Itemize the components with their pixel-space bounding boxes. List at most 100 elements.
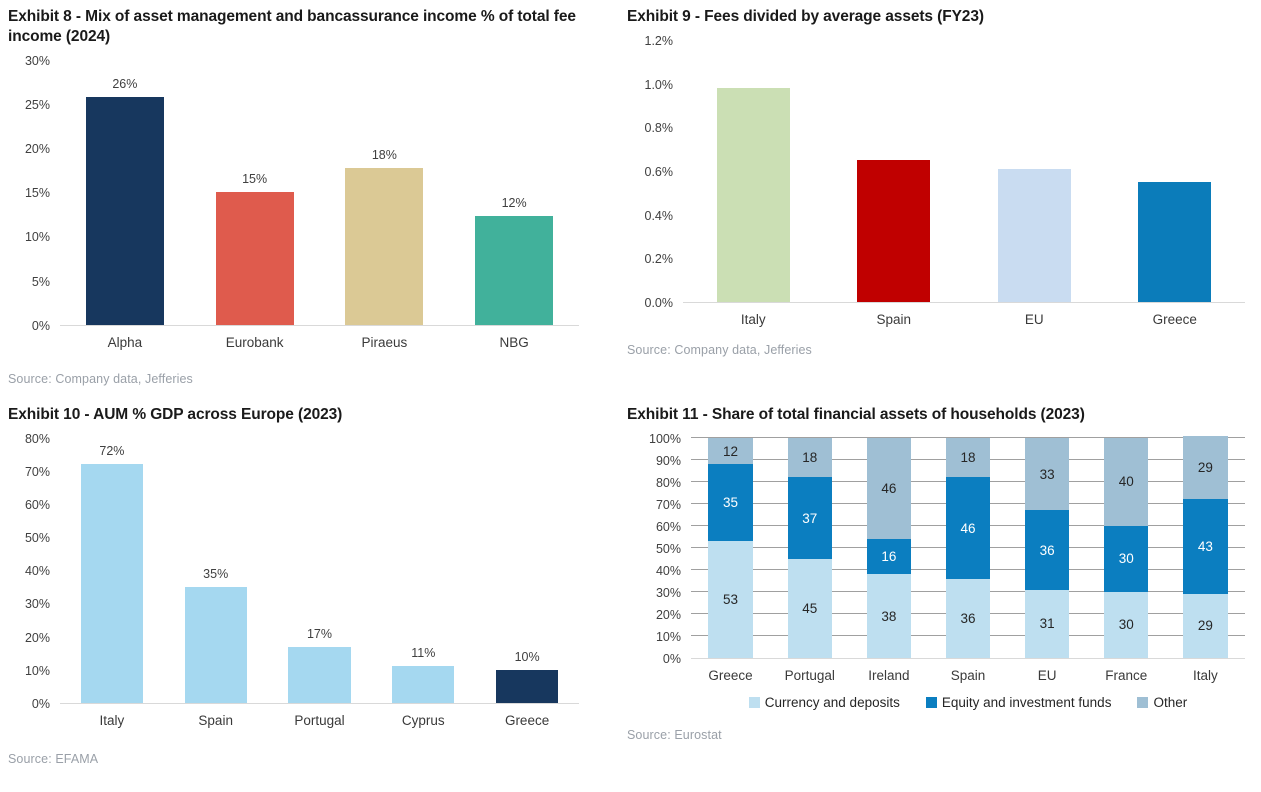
bar-value-label: 35% <box>203 566 229 581</box>
bar-segment: 53 <box>708 541 753 658</box>
x-axis-labels: Greece Portugal Ireland Spain EU France Italy <box>691 668 1245 683</box>
y-tick-label: 10% <box>655 629 681 644</box>
bar-segment: 36 <box>945 578 991 658</box>
y-tick-label: 80% <box>655 475 681 490</box>
x-axis-label: Spain <box>876 311 912 327</box>
plot-area <box>683 41 1245 303</box>
x-axis-label: Italy <box>99 712 125 728</box>
x-axis-labels: Alpha Eurobank Piraeus NBG <box>60 335 579 350</box>
plot-area: 26% 15% 18% 12% <box>60 61 579 326</box>
y-tick-label: 0% <box>31 696 50 711</box>
panel-exhibit-8: Exhibit 8 - Mix of asset management and … <box>8 4 619 402</box>
y-tick-label: 70% <box>24 464 50 479</box>
bar <box>80 464 144 703</box>
x-axis-label: Greece <box>504 712 550 728</box>
bar-slot <box>964 41 1105 302</box>
y-tick-label: 0.6% <box>644 164 674 179</box>
plot-column: 53 35 12 45 37 18 38 16 46 36 46 18 31 36 33 30 30 40 29 43… <box>691 435 1245 710</box>
bar <box>215 192 294 325</box>
gridline <box>691 436 1245 438</box>
y-tick-label: 20% <box>24 142 50 156</box>
y-tick-label: 20% <box>655 607 681 622</box>
bar-segment: 38 <box>866 574 911 658</box>
y-tick-label: 1.2% <box>644 33 674 48</box>
bar-value-label: 11% <box>411 646 436 661</box>
panel-exhibit-11: Exhibit 11 - Share of total financial as… <box>619 402 1253 792</box>
y-tick-label: 50% <box>655 541 681 556</box>
bar-slot: 17% <box>268 439 372 703</box>
y-tick-label: 25% <box>24 97 50 112</box>
x-axis-label: Portugal <box>784 667 835 683</box>
bar-segment: 30 <box>1104 525 1149 592</box>
bar-value-label: 12% <box>501 196 527 211</box>
x-axis-label: Ireland <box>868 667 910 683</box>
y-tick-label: 30% <box>24 597 50 612</box>
plot-area: 72% 35% 17% 11% 10% <box>60 439 579 704</box>
bar <box>392 666 455 703</box>
x-axis-label: Spain <box>950 667 986 683</box>
y-tick-label: 0.8% <box>644 121 674 136</box>
bar-segment: 35 <box>708 464 753 542</box>
stacked-bar: 36 46 18 <box>945 437 991 658</box>
bar <box>288 646 351 703</box>
y-tick-label: 40% <box>655 563 681 578</box>
bar-slot: 18% <box>320 61 450 325</box>
bar-slot: 15% <box>190 61 320 325</box>
bar-segment: 18 <box>945 437 991 478</box>
y-tick-label: 70% <box>655 497 681 512</box>
legend-item: Other <box>1137 695 1187 710</box>
bar-slot: 31 36 33 <box>1008 437 1087 658</box>
y-axis: 0% 10% 20% 30% 40% 50% 60% 70% 80% 90% 100% <box>627 432 691 666</box>
bar-slot: 45 37 18 <box>770 437 849 658</box>
bar <box>1138 181 1212 302</box>
y-tick-label: 100% <box>649 431 681 446</box>
bar-segment: 12 <box>708 437 753 465</box>
exhibit-8-bar-chart: 0% 5% 10% 15% 20% 25% 30% 26% 15% 18% 12% Alpha Euro… <box>8 54 579 350</box>
plot-column: Italy Spain EU Greece <box>683 41 1245 327</box>
bar-segment: 46 <box>945 477 991 579</box>
bar-segment: 16 <box>866 539 911 575</box>
legend-swatch <box>1137 696 1149 708</box>
bar-segment: 40 <box>1104 437 1149 526</box>
exhibit-9-bar-chart: 0.0% 0.2% 0.4% 0.6% 0.8% 1.0% 1.2% Italy Spain EU… <box>627 34 1245 327</box>
bar-slot: 11% <box>371 439 475 703</box>
chart-bar: 0.0% 0.2% 0.4% 0.6% 0.8% 1.0% 1.2% Italy Spain EU… <box>627 34 1245 327</box>
x-axis-label: Portugal <box>294 712 345 728</box>
chart-legend: Currency and deposits Equity and investme… <box>691 695 1245 710</box>
x-axis-label: Cyprus <box>401 712 445 728</box>
x-axis-label: France <box>1105 667 1148 683</box>
bar <box>184 586 247 703</box>
y-axis: 0.0% 0.2% 0.4% 0.6% 0.8% 1.0% 1.2% <box>627 34 683 310</box>
legend-item: Currency and deposits <box>748 695 900 710</box>
y-axis: 0% 5% 10% 15% 20% 25% 30% <box>8 54 60 333</box>
y-tick-label: 30% <box>24 53 50 68</box>
bar-segment: 33 <box>1024 437 1070 511</box>
y-tick-label: 50% <box>24 531 50 546</box>
y-tick-label: 20% <box>24 630 50 645</box>
y-tick-label: 1.0% <box>644 77 674 92</box>
bar <box>345 168 424 325</box>
y-tick-label: 90% <box>655 453 681 468</box>
bar-value-label: 72% <box>99 444 125 459</box>
plot-column: 26% 15% 18% 12% Alpha Eurobank Piraeus NBG <box>60 61 579 350</box>
exhibit-11-stacked-bar-chart: 0% 10% 20% 30% 40% 50% 60% 70% 80% 90% 100% 53 35 12 4… <box>627 432 1245 710</box>
bar-slot <box>1105 41 1246 302</box>
y-tick-label: 0.2% <box>644 252 674 267</box>
legend-swatch <box>925 696 937 708</box>
bar-segment: 18 <box>787 437 832 478</box>
bar-slot: 10% <box>475 439 579 703</box>
x-axis-label: Alpha <box>107 334 143 350</box>
bar-segment: 46 <box>866 437 911 540</box>
exhibit-10-title: Exhibit 10 - AUM % GDP across Europe (20… <box>8 406 343 423</box>
bar <box>857 159 931 302</box>
x-axis-label: EU <box>1037 667 1057 683</box>
bar <box>475 216 554 325</box>
exhibit-10-source: Source: EFAMA <box>8 751 99 766</box>
bar-value-label: 17% <box>306 626 332 641</box>
bar-segment: 45 <box>787 558 832 658</box>
y-tick-label: 0% <box>31 318 50 333</box>
y-tick-label: 10% <box>24 663 50 678</box>
x-axis-labels: Italy Spain Portugal Cyprus Greece <box>60 713 579 728</box>
panel-exhibit-9: Exhibit 9 - Fees divided by average asse… <box>619 4 1253 402</box>
